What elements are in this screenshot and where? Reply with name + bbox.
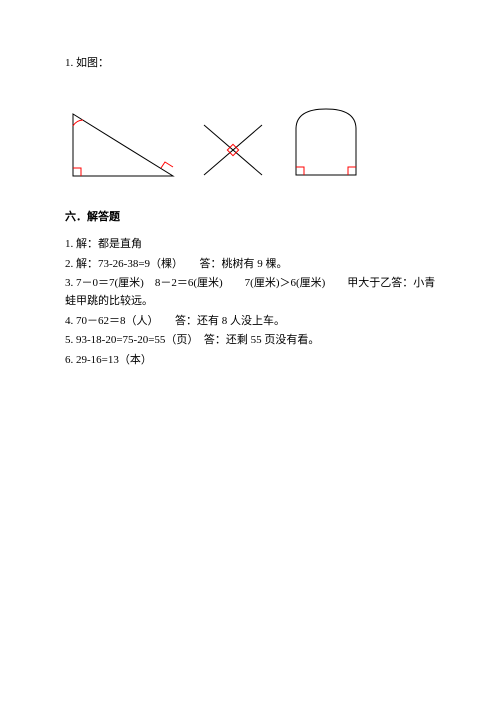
triangle-figure [65, 106, 180, 181]
section-title: 六．解答题 [65, 209, 445, 227]
answer-line-1: 1. 解：都是直角 [65, 236, 445, 254]
triangle-right-angle-mark-bl [73, 168, 81, 176]
arch-figure [286, 103, 366, 181]
triangle-angle-mark-right [161, 162, 173, 168]
arch-right-angle-mark-left [296, 167, 304, 175]
answer-line-6: 6. 29-16=13（本） [65, 352, 445, 370]
intro-line: 1. 如图： [65, 55, 445, 73]
answer-line-3: 3. 7－0＝7(厘米) 8－2＝6(厘米) 7(厘米)＞6(厘米) 甲大于乙答… [65, 275, 445, 310]
triangle-outline [73, 114, 173, 176]
arch-right-angle-mark-right [348, 167, 356, 175]
answer-line-5: 5. 93-18-20=75-20=55（页） 答：还剩 55 页没有看。 [65, 332, 445, 350]
arch-outline [296, 109, 356, 175]
figures-row [65, 103, 445, 181]
answer-line-2: 2. 解：73-26-38=9（棵） 答：桃树有 9 棵。 [65, 256, 445, 274]
triangle-angle-mark-top [73, 120, 83, 126]
answer-line-4: 4. 70－62＝8（人） 答：还有 8 人没上车。 [65, 313, 445, 331]
cross-figure [198, 119, 268, 181]
